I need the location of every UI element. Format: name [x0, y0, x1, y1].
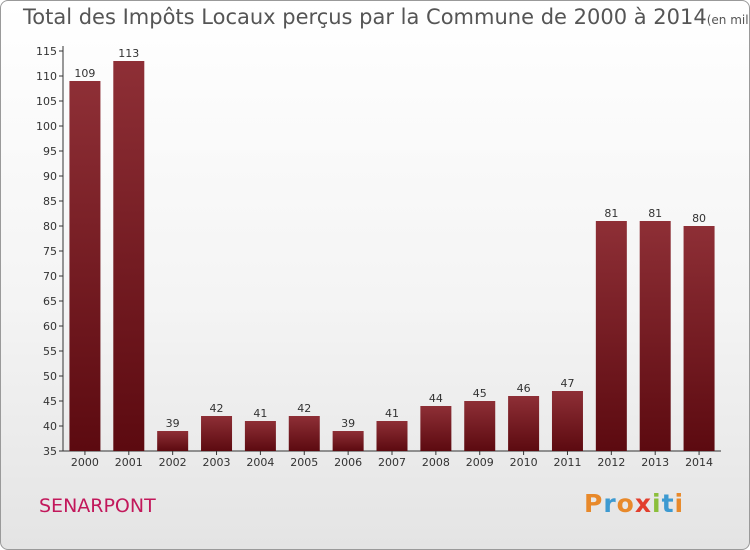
y-tick-label: 35 — [43, 445, 57, 458]
x-tick-label: 2010 — [510, 456, 538, 469]
data-label: 44 — [429, 392, 443, 405]
x-tick-label: 2002 — [159, 456, 187, 469]
bar — [244, 421, 276, 451]
data-label: 80 — [692, 212, 706, 225]
y-tick-label: 45 — [43, 395, 57, 408]
y-tick-label: 100 — [36, 120, 57, 133]
data-label: 41 — [385, 407, 399, 420]
y-tick-label: 60 — [43, 320, 57, 333]
y-tick-label: 70 — [43, 270, 57, 283]
data-label: 42 — [210, 402, 224, 415]
y-tick-label: 110 — [36, 70, 57, 83]
bar — [551, 391, 583, 451]
x-tick-label: 2007 — [378, 456, 406, 469]
logo-letter: x — [634, 489, 652, 518]
y-tick-label: 80 — [43, 220, 57, 233]
y-tick-label: 40 — [43, 420, 57, 433]
bar — [683, 226, 715, 451]
y-tick-label: 55 — [43, 345, 57, 358]
x-tick-label: 2012 — [597, 456, 625, 469]
data-label: 45 — [473, 387, 487, 400]
data-label: 46 — [517, 382, 531, 395]
y-tick-label: 90 — [43, 170, 57, 183]
y-tick-label: 65 — [43, 295, 57, 308]
bar — [376, 421, 408, 451]
chart-title-text: Total des Impôts Locaux perçus par la Co… — [23, 5, 707, 29]
chart-unit-text: (en milliers d'€) — [706, 13, 750, 27]
bar — [157, 431, 189, 451]
logo-letter: o — [616, 489, 635, 518]
bar — [69, 81, 101, 451]
data-label: 81 — [604, 207, 618, 220]
bar — [201, 416, 233, 451]
y-tick-label: 115 — [36, 45, 57, 58]
data-label: 113 — [118, 47, 139, 60]
logo-letter: i — [674, 489, 685, 518]
bar — [113, 61, 145, 451]
x-tick-label: 2014 — [685, 456, 713, 469]
data-label: 109 — [74, 67, 95, 80]
bar — [464, 401, 496, 451]
x-tick-label: 2009 — [466, 456, 494, 469]
bar — [595, 221, 627, 451]
x-tick-label: 2005 — [290, 456, 318, 469]
y-tick-label: 105 — [36, 95, 57, 108]
x-tick-label: 2006 — [334, 456, 362, 469]
bar — [332, 431, 364, 451]
data-label: 42 — [297, 402, 311, 415]
x-tick-label: 2008 — [422, 456, 450, 469]
chart-title: Total des Impôts Locaux perçus par la Co… — [23, 5, 750, 29]
y-tick-label: 85 — [43, 195, 57, 208]
x-tick-label: 2013 — [641, 456, 669, 469]
logo-letter: r — [603, 489, 617, 518]
bar — [508, 396, 540, 451]
y-tick-label: 50 — [43, 370, 57, 383]
bar — [639, 221, 671, 451]
data-label: 39 — [166, 417, 180, 430]
y-tick-label: 75 — [43, 245, 57, 258]
y-tick-label: 95 — [43, 145, 57, 158]
data-label: 41 — [253, 407, 267, 420]
x-tick-label: 2004 — [246, 456, 274, 469]
logo-letter: t — [661, 489, 675, 518]
logo-letter: P — [584, 489, 604, 518]
x-tick-label: 2001 — [115, 456, 143, 469]
data-label: 81 — [648, 207, 662, 220]
commune-name: SENARPONT — [39, 495, 156, 517]
x-tick-label: 2003 — [203, 456, 231, 469]
x-tick-label: 2011 — [553, 456, 581, 469]
bar — [420, 406, 452, 451]
proxiti-logo: Proxiti — [584, 489, 684, 518]
x-tick-label: 2000 — [71, 456, 99, 469]
data-label: 47 — [560, 377, 574, 390]
data-label: 39 — [341, 417, 355, 430]
bar — [288, 416, 320, 451]
logo-letter: i — [652, 489, 662, 518]
